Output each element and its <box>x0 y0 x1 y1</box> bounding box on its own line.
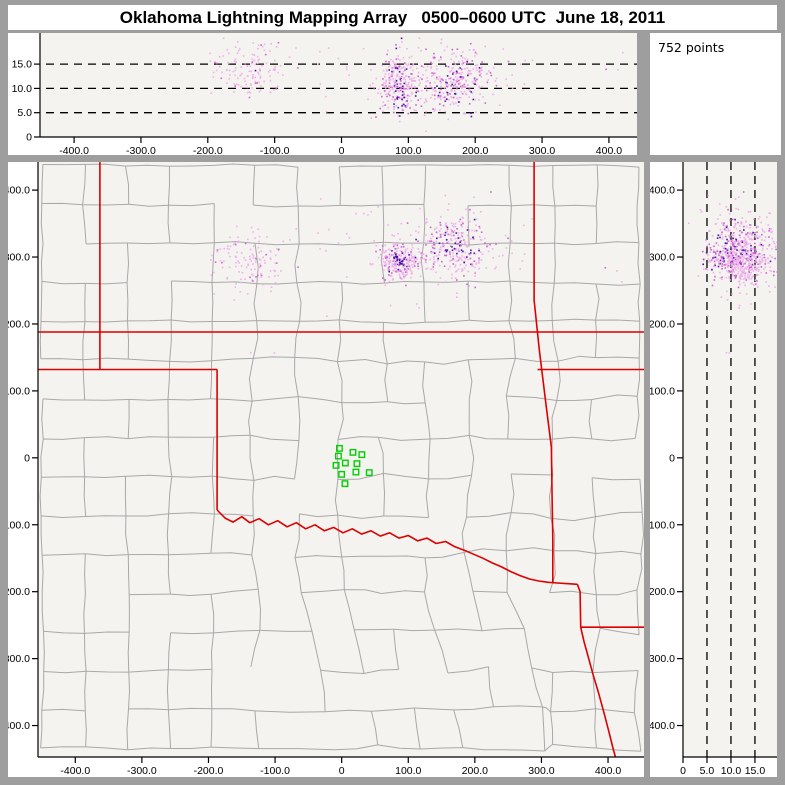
svg-text:15.0: 15.0 <box>12 59 33 71</box>
svg-text:400.0: 400.0 <box>8 185 30 197</box>
svg-text:10.0: 10.0 <box>721 765 742 777</box>
tick-marks <box>34 63 610 143</box>
svg-text:5.0: 5.0 <box>700 765 715 777</box>
svg-text:-200.0: -200.0 <box>193 145 223 155</box>
svg-text:100.0: 100.0 <box>395 765 421 777</box>
svg-text:0: 0 <box>339 765 345 777</box>
svg-text:100.0: 100.0 <box>650 385 675 397</box>
lightning-points-ns <box>688 191 777 354</box>
plan-view-plot[interactable]: -400.0 -300.0 -200.0 -100.0 0 100.0 200.0 300.0… <box>8 162 644 777</box>
svg-text:400.0: 400.0 <box>650 185 675 197</box>
svg-text:-200.0: -200.0 <box>8 586 30 598</box>
altitude-ns-panel: 0 5.0 10.015.0 400.0 300.0 200.0 100.0 0 -100.0 -… <box>650 162 777 777</box>
svg-text:300.0: 300.0 <box>529 145 555 155</box>
points-count-box: 752 points <box>650 33 781 155</box>
altitude-ew-plot[interactable]: -400.0 -300.0 -200.0 -100.0 0 100.0 200.0 300.0… <box>8 33 637 155</box>
svg-text:0: 0 <box>26 132 32 144</box>
svg-text:0: 0 <box>24 452 30 464</box>
svg-text:100.0: 100.0 <box>395 145 421 155</box>
svg-text:400.0: 400.0 <box>595 765 621 777</box>
svg-text:0: 0 <box>339 145 345 155</box>
svg-text:-300.0: -300.0 <box>8 653 30 665</box>
svg-text:0: 0 <box>680 765 686 777</box>
tick-marks <box>677 189 756 763</box>
svg-text:15.0: 15.0 <box>745 765 766 777</box>
svg-text:200.0: 200.0 <box>8 318 30 330</box>
axis-lines <box>682 162 777 758</box>
title-bar: Oklahoma Lightning Mapping Array 0500–06… <box>8 5 777 30</box>
axis-lines <box>39 33 637 138</box>
lightning-points-ew <box>209 37 624 132</box>
tick-labels: -400.0 -300.0 -200.0 -100.0 0 100.0 200.0 300.0… <box>8 185 621 777</box>
lightning-points-plan <box>210 191 623 354</box>
svg-text:300.0: 300.0 <box>528 765 554 777</box>
svg-text:-300.0: -300.0 <box>127 765 157 777</box>
svg-text:-400.0: -400.0 <box>59 145 89 155</box>
svg-text:-100.0: -100.0 <box>260 145 290 155</box>
state-borders <box>38 162 644 757</box>
svg-text:-100.0: -100.0 <box>650 519 675 531</box>
top-plot-surface[interactable] <box>40 33 637 137</box>
svg-text:10.0: 10.0 <box>12 83 33 95</box>
svg-text:0: 0 <box>669 452 675 464</box>
main-plot-surface[interactable] <box>38 162 644 757</box>
svg-text:-400.0: -400.0 <box>650 720 675 732</box>
plan-view-panel: -400.0 -300.0 -200.0 -100.0 0 100.0 200.0 300.0… <box>8 162 644 777</box>
station-markers <box>332 444 373 488</box>
county-borders <box>39 163 644 752</box>
points-count-label: 752 points <box>658 40 725 55</box>
svg-text:-300.0: -300.0 <box>650 653 675 665</box>
tick-marks <box>32 189 609 763</box>
svg-text:300.0: 300.0 <box>650 252 675 264</box>
svg-text:-100.0: -100.0 <box>8 519 30 531</box>
svg-text:5.0: 5.0 <box>17 107 32 119</box>
tick-labels: -400.0 -300.0 -200.0 -100.0 0 100.0 200.0 300.0… <box>12 59 623 155</box>
svg-text:-200.0: -200.0 <box>650 586 675 598</box>
svg-text:300.0: 300.0 <box>8 252 30 264</box>
svg-text:100.0: 100.0 <box>8 385 30 397</box>
altitude-ew-panel: -400.0 -300.0 -200.0 -100.0 0 100.0 200.0 300.0… <box>8 33 637 155</box>
svg-text:-200.0: -200.0 <box>194 765 224 777</box>
svg-text:-100.0: -100.0 <box>260 765 290 777</box>
svg-text:-300.0: -300.0 <box>126 145 156 155</box>
svg-text:200.0: 200.0 <box>462 765 488 777</box>
svg-text:-400.0: -400.0 <box>8 720 30 732</box>
altitude-gridlines <box>46 63 637 114</box>
altitude-ns-plot[interactable]: 0 5.0 10.015.0 400.0 300.0 200.0 100.0 0 -100.0 -… <box>650 162 777 777</box>
axis-lines <box>37 162 644 758</box>
svg-text:200.0: 200.0 <box>650 318 675 330</box>
svg-text:-400.0: -400.0 <box>60 765 90 777</box>
window-title: Oklahoma Lightning Mapping Array 0500–06… <box>119 8 666 27</box>
svg-text:400.0: 400.0 <box>596 145 622 155</box>
tick-labels: 0 5.0 10.015.0 400.0 300.0 200.0 100.0 0 -100.0 -… <box>650 185 765 777</box>
svg-text:200.0: 200.0 <box>462 145 488 155</box>
